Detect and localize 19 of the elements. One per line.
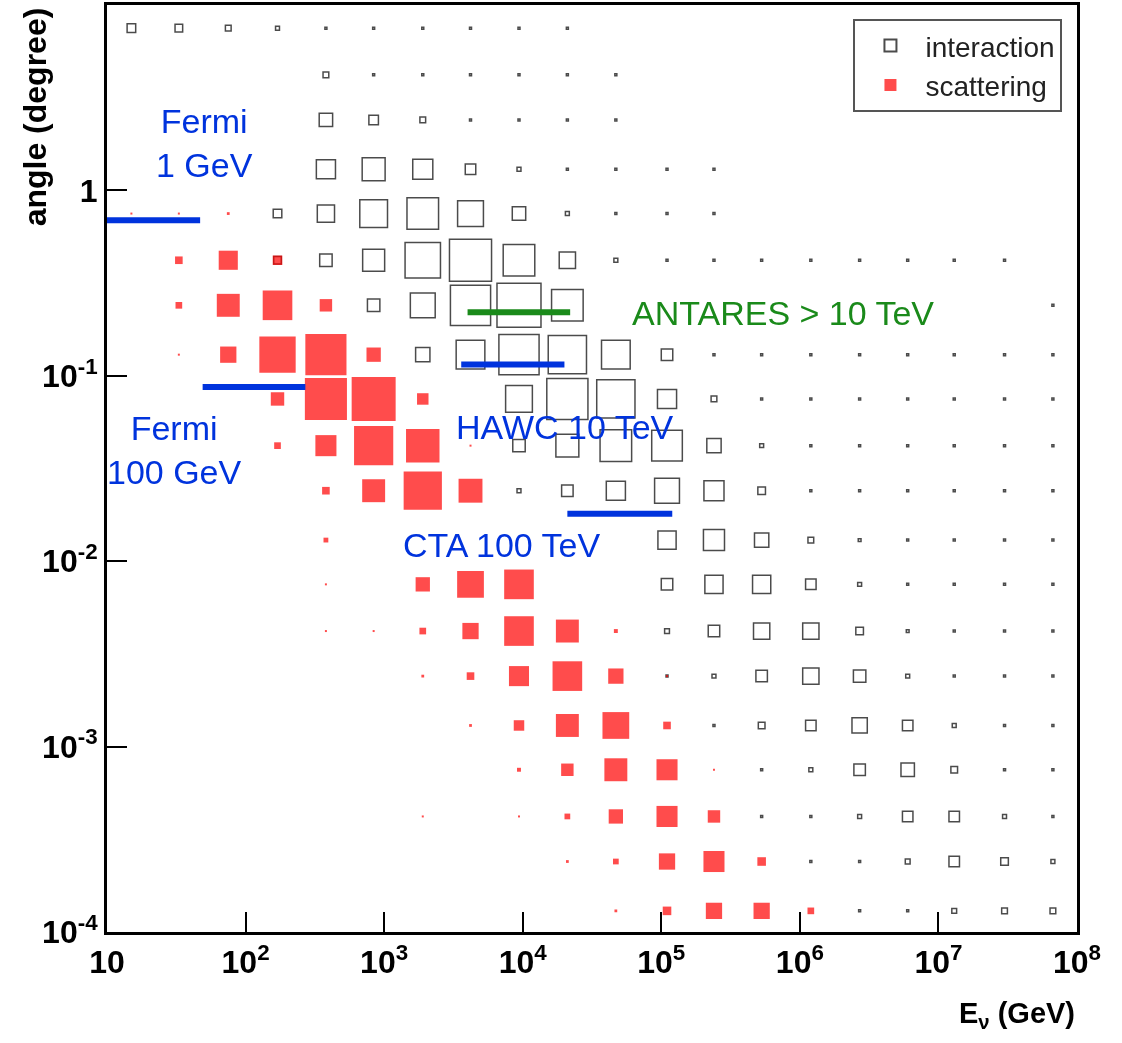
y-tick-label: 10$^{-3}$: [42, 724, 98, 765]
annotation: Fermi 1 GeV: [156, 102, 253, 185]
legend-label: scattering: [925, 70, 1047, 102]
annotation: CTA 100 TeV: [403, 526, 601, 564]
x-axis-title: E$_{ν}$ (GeV): [959, 997, 1076, 1034]
y-tick-label: 1: [79, 172, 98, 209]
x-tick-label: 10$^{4}$: [498, 939, 548, 981]
annotation: ANTARES > 10 TeV: [632, 294, 935, 332]
y-tick-label: 10$^{-1}$: [42, 353, 98, 394]
legend-label: interaction: [925, 31, 1055, 63]
x-tick-label: 10$^{8}$: [1052, 939, 1102, 981]
x-tick-label: 10$^{2}$: [221, 939, 270, 981]
x-tick-label: 10$^{5}$: [637, 939, 686, 981]
x-tick-label: 10$^{7}$: [914, 939, 963, 981]
y-tick-label: 10$^{-2}$: [42, 538, 98, 580]
x-tick-label: 10$^{3}$: [360, 939, 409, 981]
annotation: Fermi 100 GeV: [107, 409, 242, 492]
y-axis-title: angle (degree): [17, 7, 54, 227]
x-tick-label: 10$^{6}$: [775, 939, 824, 981]
